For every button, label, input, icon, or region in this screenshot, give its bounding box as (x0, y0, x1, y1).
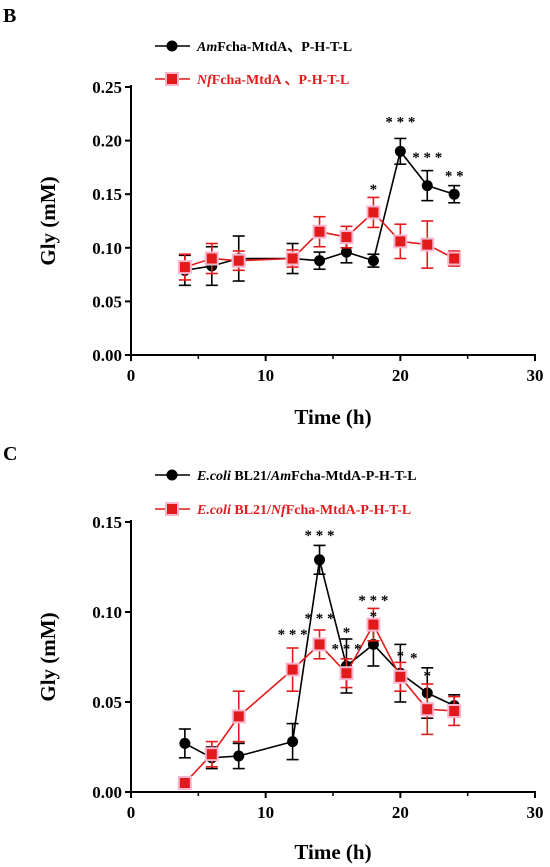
data-point (314, 255, 326, 267)
data-point (367, 638, 379, 650)
series-line (184, 559, 455, 759)
significance-annotation: * * (445, 168, 464, 184)
y-tick-label: 0.10 (92, 603, 122, 622)
y-axis-label: Gly (mM) (36, 176, 60, 265)
y-axis-label: Gly (mM) (36, 612, 60, 701)
data-point (287, 736, 299, 748)
x-tick-label: 10 (257, 366, 274, 385)
data-point (448, 188, 460, 200)
significance-annotation: * * * (385, 115, 415, 131)
panel-letter-b: B (3, 5, 16, 27)
significance-annotation: * * * (305, 611, 335, 627)
panel-letter-c: C (3, 443, 17, 465)
x-tick-label: 30 (527, 803, 544, 822)
data-point (421, 180, 433, 192)
legend-label: E.coli BL21/AmFcha-MtdA-P-H-T-L (196, 469, 417, 484)
data-point (312, 637, 327, 652)
significance-annotation: * * * (358, 593, 388, 609)
legend-marker (165, 502, 179, 516)
data-point (447, 704, 462, 718)
data-point (179, 737, 191, 749)
data-point (367, 255, 379, 267)
data-point (177, 260, 192, 275)
y-tick-label: 0.25 (92, 78, 122, 97)
x-tick-label: 20 (392, 366, 409, 385)
data-point (233, 750, 245, 762)
panel-b: B 0.00 0.05 0.10 0.15 0.20 0.25 0 10 20 30 Time (h… (0, 0, 550, 430)
x-tick-label: 0 (127, 366, 136, 385)
panel-c: C 0.00 0.05 0.10 0.15 0 10 20 30 Time (h) Gly (mM… (0, 433, 550, 867)
data-point (314, 554, 326, 566)
data-point (231, 709, 246, 724)
data-point (339, 230, 354, 245)
y-tick-label: 0.15 (92, 513, 122, 532)
x-axis-label: Time (h) (294, 840, 371, 864)
chart-b: B 0.00 0.05 0.10 0.15 0.20 0.25 0 10 20 30 Time (h… (3, 5, 544, 429)
data-point (420, 702, 435, 717)
legend-label: NfFcha-MtdA 、P-H-T-L (196, 73, 349, 88)
significance-annotation: * * * (412, 150, 442, 166)
x-tick-label: 20 (392, 803, 409, 822)
legend-label: AmFcha-MtdA、P-H-T-L (196, 40, 352, 55)
y-tick-label: 0.05 (92, 292, 122, 311)
x-tick-label: 10 (257, 803, 274, 822)
significance-annotation: * * * (331, 641, 361, 657)
series-line (184, 622, 455, 784)
y-tick-label: 0.00 (92, 346, 122, 365)
y-tick-label: 0.05 (92, 693, 122, 712)
data-point (204, 747, 219, 762)
data-point (339, 666, 354, 681)
data-point (340, 246, 352, 258)
y-tick-label: 0.20 (92, 132, 122, 151)
significance-annotation: * * * (305, 528, 335, 544)
x-axis-label: Time (h) (294, 405, 371, 429)
x-tick-label: 0 (127, 803, 136, 822)
data-point (204, 251, 219, 266)
y-tick-label: 0.10 (92, 239, 122, 258)
legend-label: E.coli BL21/NfFcha-MtdA-P-H-T-L (196, 503, 411, 518)
significance-annotation: * (343, 625, 351, 641)
data-point (447, 251, 462, 266)
data-point (231, 253, 246, 268)
data-point (366, 205, 381, 220)
significance-annotation: * (370, 609, 378, 625)
legend-marker (166, 469, 178, 481)
legend-marker (166, 40, 178, 52)
data-point (420, 237, 435, 252)
data-point (285, 662, 300, 677)
significance-annotation: * * * (278, 627, 308, 643)
significance-annotation: * (370, 182, 378, 198)
significance-annotation: * (410, 650, 418, 666)
data-point (393, 234, 408, 249)
data-point (393, 669, 408, 684)
series-line (184, 211, 455, 268)
data-point (366, 617, 381, 632)
chart-c: C 0.00 0.05 0.10 0.15 0 10 20 30 Time (h) Gly (mM… (3, 443, 544, 864)
data-point (394, 145, 406, 157)
data-point (285, 251, 300, 266)
legend-marker (165, 72, 179, 86)
x-tick-label: 30 (527, 366, 544, 385)
series-line (184, 149, 455, 272)
y-tick-label: 0.15 (92, 185, 122, 204)
data-point (177, 776, 192, 790)
significance-annotation: * (397, 649, 405, 665)
y-tick-label: 0.00 (92, 783, 122, 802)
data-point (312, 224, 327, 239)
significance-annotation: * (424, 668, 432, 684)
